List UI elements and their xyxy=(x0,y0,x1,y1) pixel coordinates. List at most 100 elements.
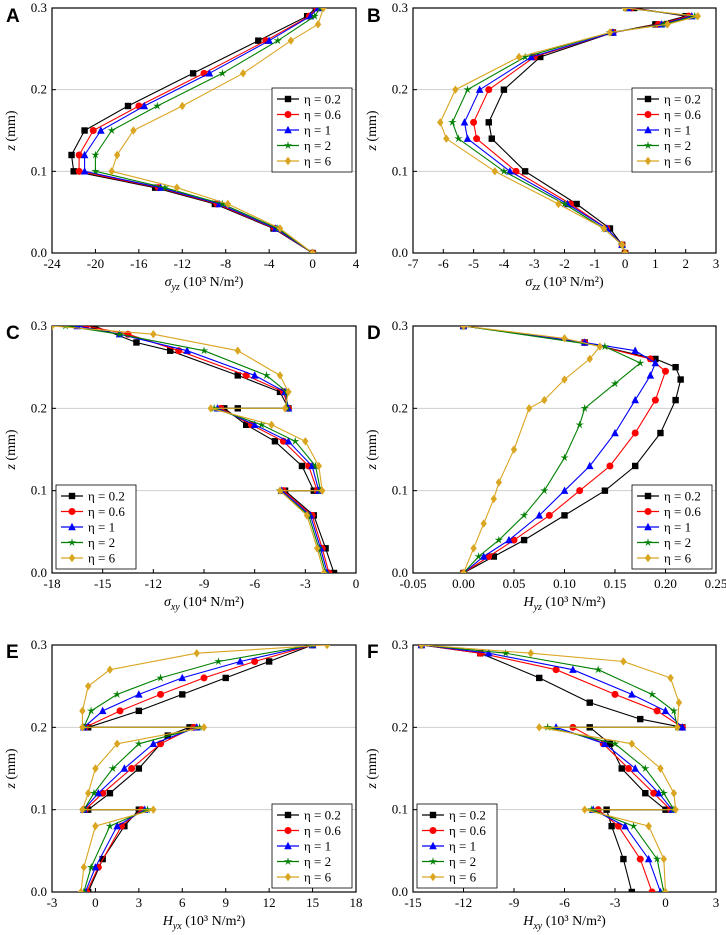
data-point xyxy=(302,437,309,446)
data-point xyxy=(520,536,528,544)
panel-a: A -24 -20 -16 -12 -8 -4 0 4 0.0 0.1 0.2 0.3 σyz (10³ … xyxy=(4,0,360,293)
legend-marker xyxy=(284,811,292,819)
data-point xyxy=(636,358,645,367)
data-point xyxy=(265,36,273,44)
data-point xyxy=(515,52,523,62)
series-line xyxy=(463,326,657,573)
x-axis-symbol: H xyxy=(162,914,174,929)
data-point xyxy=(156,673,165,682)
y-tick-label: 0.0 xyxy=(392,245,408,260)
data-point xyxy=(160,183,170,192)
y-axis-label: z (mm) xyxy=(4,429,19,470)
legend-label: η = 1 xyxy=(664,123,691,138)
data-point xyxy=(694,11,702,21)
panel-label: C xyxy=(6,323,20,344)
legend-marker xyxy=(428,857,438,866)
data-point xyxy=(173,183,181,192)
legend-marker xyxy=(68,553,76,563)
data-point xyxy=(631,346,639,354)
data-point xyxy=(608,822,615,830)
data-point xyxy=(271,438,279,445)
y-tick-label: 0.1 xyxy=(392,483,408,498)
x-tick-label: -3 xyxy=(529,256,540,271)
data-point xyxy=(560,453,569,462)
y-tick-label: 0.0 xyxy=(392,884,408,899)
y-axis-unit: (mm) xyxy=(4,110,19,145)
data-point xyxy=(628,739,636,748)
legend-label: η = 2 xyxy=(449,854,476,869)
legend-marker xyxy=(644,125,652,134)
data-point xyxy=(631,764,639,772)
data-point xyxy=(474,552,483,561)
data-point xyxy=(648,888,656,892)
data-point xyxy=(541,395,548,405)
data-point xyxy=(94,789,103,797)
data-point xyxy=(657,429,664,437)
data-point xyxy=(521,168,529,175)
y-tick-label: 0.1 xyxy=(392,163,408,178)
x-axis-subscript: yz xyxy=(533,602,542,613)
y-tick-label: 0.0 xyxy=(392,565,408,580)
data-point xyxy=(234,372,241,379)
legend-marker xyxy=(284,156,292,166)
data-point xyxy=(662,887,669,892)
data-point xyxy=(519,510,529,519)
data-point xyxy=(675,698,683,707)
x-axis-symbol: H xyxy=(522,595,534,610)
data-point xyxy=(255,37,262,44)
y-axis-unit: (mm) xyxy=(4,748,19,783)
x-axis-unit: (10³ N/m²) xyxy=(540,275,604,290)
plot-frame xyxy=(51,7,357,254)
data-point xyxy=(150,330,157,339)
x-axis-unit: (10³ N/m²) xyxy=(542,595,606,610)
series-line xyxy=(110,8,324,253)
y-axis-unit: (mm) xyxy=(365,110,380,145)
data-point xyxy=(460,326,467,331)
x-tick-label: -4 xyxy=(264,256,275,271)
data-point xyxy=(510,445,518,454)
x-tick-label: -12 xyxy=(145,576,162,591)
y-tick-label: 0.1 xyxy=(31,483,47,498)
data-point xyxy=(234,346,241,355)
data-point xyxy=(480,519,487,528)
data-point xyxy=(150,805,157,814)
data-point xyxy=(586,699,593,706)
x-tick-label: 0 xyxy=(622,256,629,271)
data-point xyxy=(644,854,653,863)
x-axis-unit: (10³ N/m²) xyxy=(182,914,246,929)
legend-label: η = 1 xyxy=(664,520,691,535)
data-point xyxy=(505,535,513,544)
data-point xyxy=(490,553,497,560)
x-tick-label: -6 xyxy=(559,895,570,910)
series-line xyxy=(70,8,317,253)
legend-label: η = 6 xyxy=(304,870,332,885)
legend-marker xyxy=(283,141,293,150)
data-point xyxy=(276,371,284,380)
panel-f: F -15 -12 -9 -6 -3 0 3 0.0 0.1 0.2 0.3 Hxy (10³ N/m²… xyxy=(365,637,719,932)
x-tick-label: 0.05 xyxy=(503,576,526,591)
data-point xyxy=(113,150,121,160)
data-point xyxy=(650,789,658,797)
data-point xyxy=(667,673,674,683)
x-tick-label: -18 xyxy=(43,576,60,591)
data-point xyxy=(112,690,122,698)
data-point xyxy=(268,420,275,429)
data-point xyxy=(108,764,117,773)
data-point xyxy=(183,346,191,354)
data-point xyxy=(222,674,229,682)
data-point xyxy=(473,135,481,143)
legend-label: η = 0.2 xyxy=(449,808,486,823)
legend-marker xyxy=(284,872,292,882)
y-tick-label: 0.3 xyxy=(31,0,47,15)
data-point xyxy=(218,68,227,77)
legend-label: η = 6 xyxy=(88,551,116,566)
data-point xyxy=(460,568,467,573)
legend: η = 0.2η = 0.6η = 1η = 2η = 6 xyxy=(631,484,713,570)
data-point xyxy=(463,134,472,142)
data-point xyxy=(652,854,662,863)
x-tick-label: -12 xyxy=(455,895,472,910)
legend-label: η = 0.6 xyxy=(449,823,486,838)
x-tick-label: 3 xyxy=(713,256,720,271)
data-point xyxy=(618,765,625,772)
x-axis-unit: (10³ N/m²) xyxy=(542,914,606,929)
